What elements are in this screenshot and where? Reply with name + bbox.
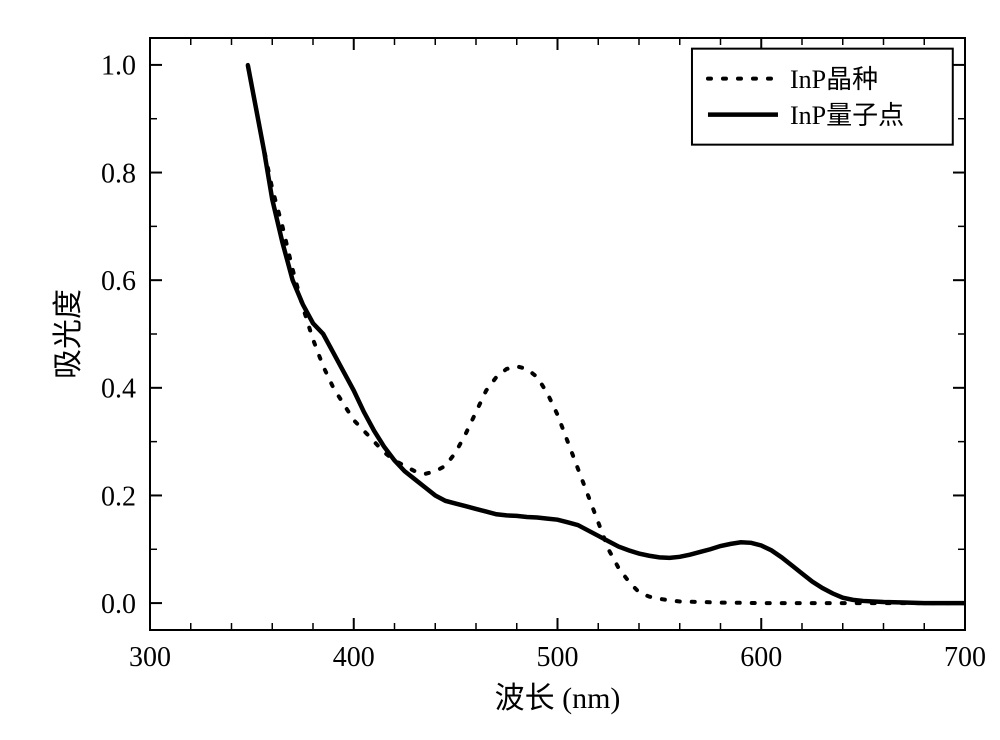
- x-tick-label: 400: [333, 642, 375, 673]
- legend-label: InP量子点: [790, 101, 904, 130]
- legend-label: InP晶种: [790, 65, 878, 94]
- legend: [692, 49, 953, 145]
- y-axis-label: 吸光度: [52, 289, 85, 379]
- x-axis-label: 波长 (nm): [495, 682, 621, 715]
- y-tick-label: 0.6: [101, 266, 136, 297]
- x-tick-label: 700: [944, 642, 986, 673]
- y-tick-label: 1.0: [101, 51, 136, 82]
- absorbance-chart: 300 400 500 600 700 波长 (nm) 0.0 0.2 0.4 0.6 0.8 1.0…: [0, 0, 1000, 740]
- y-tick-label: 0.8: [101, 158, 136, 189]
- x-tick-label: 600: [740, 642, 782, 673]
- y-tick-label: 0.4: [101, 374, 136, 405]
- x-tick-label: 300: [129, 642, 171, 673]
- y-tick-label: 0.2: [101, 481, 136, 512]
- y-tick-label: 0.0: [101, 589, 136, 620]
- x-tick-label: 500: [537, 642, 579, 673]
